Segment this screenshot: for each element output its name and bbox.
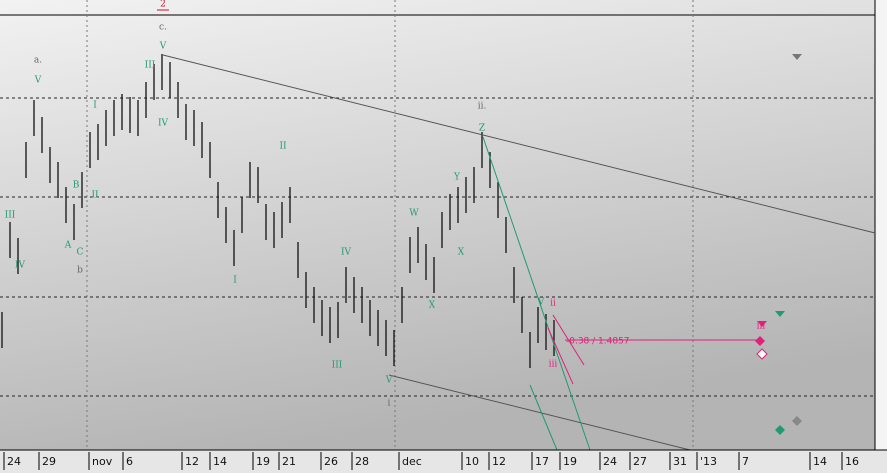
x-tick-label: 26 xyxy=(324,455,338,468)
x-axis: 24 29 nov 6 12 14 19 21 26 28 dec 10 12 17 19 24 27 31 '13… xyxy=(3,452,859,470)
x-tick-label: 24 xyxy=(603,455,617,468)
x-tick-label: 7 xyxy=(742,455,749,468)
wave-label: V xyxy=(385,376,393,386)
wave-label: b xyxy=(77,266,83,276)
trend-lines xyxy=(162,54,876,451)
x-tick-label: nov xyxy=(92,455,113,468)
v-guides xyxy=(86,0,694,450)
x-tick-label: 12 xyxy=(185,455,199,468)
x-tick-label: '13 xyxy=(700,455,717,468)
wave-label: V xyxy=(34,76,42,86)
x-tick-label: 10 xyxy=(465,455,479,468)
wave-label: a. xyxy=(34,56,42,66)
wave-label: III xyxy=(332,361,343,371)
x-tick-label: 19 xyxy=(563,455,577,468)
wave-label: ii xyxy=(550,299,556,309)
wave-label: Z xyxy=(479,124,485,134)
wave-label: A xyxy=(64,241,72,251)
annotation: -0.38 / 1.4857 xyxy=(566,337,630,347)
x-tick-label: 14 xyxy=(813,455,827,468)
wave-label: B xyxy=(73,181,80,191)
x-tick-label: dec xyxy=(402,455,422,468)
x-tick-label: 31 xyxy=(673,455,687,468)
markers xyxy=(755,54,802,435)
wave-label: i xyxy=(388,399,391,409)
x-tick-label: 12 xyxy=(492,455,506,468)
wave-label: II xyxy=(91,191,99,201)
wave-label: I xyxy=(93,101,97,111)
wave-label: c. xyxy=(159,23,167,33)
wave-label: iii xyxy=(757,322,766,332)
x-tick-label: 6 xyxy=(126,455,133,468)
wave-label: W xyxy=(409,209,419,219)
wave-label: X xyxy=(458,248,465,258)
wave-label: IV xyxy=(341,248,352,258)
wave-label: IV xyxy=(15,261,26,271)
x-tick-label: 27 xyxy=(633,455,647,468)
x-tick-label: 29 xyxy=(42,455,56,468)
x-tick-label: 17 xyxy=(535,455,549,468)
x-tick-label: 16 xyxy=(845,455,859,468)
wave-label: I xyxy=(233,276,237,286)
wave-label: 2 xyxy=(160,0,166,10)
plot-background xyxy=(0,0,875,450)
x-axis-strip xyxy=(0,450,887,473)
wave-label: Y xyxy=(453,173,461,183)
wave-label: C xyxy=(77,248,84,258)
x-tick-label: 28 xyxy=(355,455,369,468)
wave-labels: a.VIIIIVABCbIIIIIIVc.2IVIIIIVIIIViWXXYZi… xyxy=(5,0,766,409)
wave-label: III xyxy=(145,61,156,71)
wave-label: V xyxy=(537,298,545,308)
right-margin xyxy=(875,0,887,450)
x-tick-label: 14 xyxy=(213,455,227,468)
wave-label: IV xyxy=(158,119,169,129)
wave-label: iii xyxy=(549,360,558,370)
x-tick-label: 19 xyxy=(256,455,270,468)
x-tick-label: 21 xyxy=(282,455,296,468)
wave-label: ii. xyxy=(478,102,487,112)
wave-label: III xyxy=(5,211,16,221)
wave-label: X xyxy=(429,301,436,311)
x-tick-label: 24 xyxy=(7,455,21,468)
wave-label: II xyxy=(279,142,287,152)
wave-label: V xyxy=(159,42,167,52)
